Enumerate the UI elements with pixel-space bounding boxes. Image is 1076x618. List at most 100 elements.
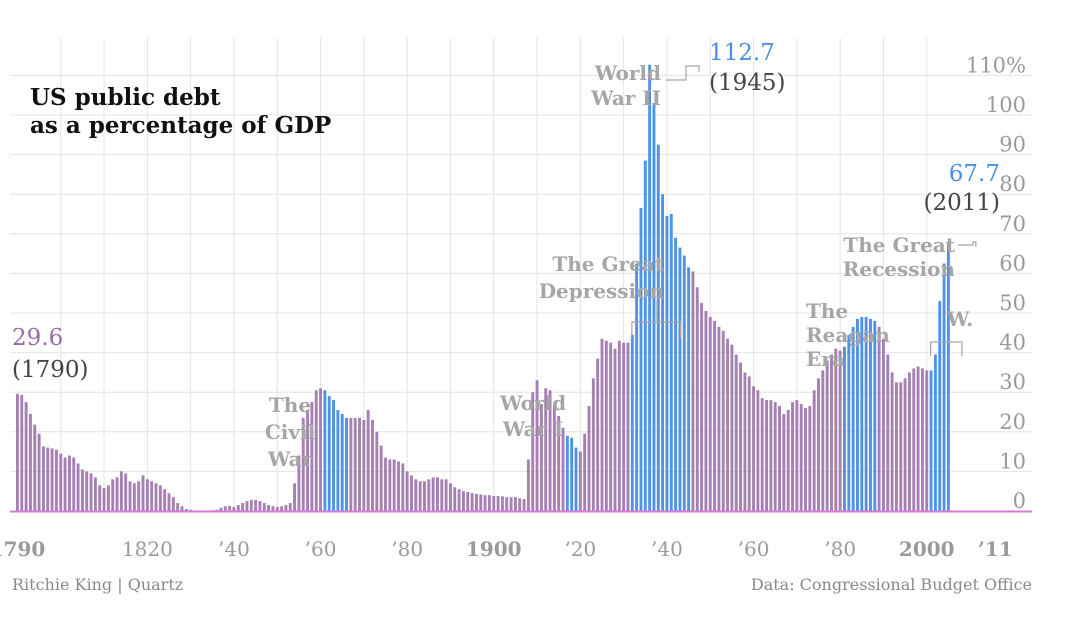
bar-1829 xyxy=(184,509,188,511)
annotation-great-depression: The Great xyxy=(552,252,664,276)
bar-1941 xyxy=(669,214,673,511)
annotation-reagan: Era xyxy=(806,347,845,371)
y-tick-label: 10 xyxy=(999,449,1026,473)
y-tick-label: 70 xyxy=(999,212,1026,236)
bar-1948 xyxy=(700,303,704,511)
bar-1812 xyxy=(111,479,115,511)
x-tick-label: ’60 xyxy=(738,537,770,561)
bar-1892 xyxy=(457,489,461,511)
bar-1888 xyxy=(440,479,444,511)
chart-title-line-1: US public debt xyxy=(30,84,221,111)
bar-1963 xyxy=(765,400,768,511)
bar-1991 xyxy=(886,354,890,511)
bar-1870 xyxy=(362,419,366,511)
bar-1840 xyxy=(232,507,236,511)
bar-1871 xyxy=(366,410,370,511)
bar-1990 xyxy=(882,338,885,511)
bar-1791 xyxy=(20,394,24,511)
bar-1848 xyxy=(267,505,271,511)
bar-1797 xyxy=(46,447,50,511)
bar-1862 xyxy=(327,396,331,511)
bar-1978 xyxy=(830,354,833,511)
bar-1825 xyxy=(167,493,171,511)
bar-1959 xyxy=(747,376,751,511)
bar-1927 xyxy=(609,342,613,511)
bar-1934 xyxy=(639,208,643,511)
x-tick-label: ’20 xyxy=(564,537,596,561)
bar-1872 xyxy=(371,419,374,511)
bar-1940 xyxy=(665,215,669,512)
bar-1918 xyxy=(570,437,574,511)
bar-1816 xyxy=(128,481,132,511)
bracket-great-recession xyxy=(958,241,977,247)
bar-1841 xyxy=(236,505,240,511)
bar-1858 xyxy=(310,402,314,511)
bar-1896 xyxy=(474,493,478,511)
bar-1882 xyxy=(414,479,418,511)
y-tick-label: 60 xyxy=(999,251,1026,275)
bar-1817 xyxy=(132,483,136,511)
bar-1790 xyxy=(16,393,19,511)
bar-1939 xyxy=(661,194,665,511)
bar-1854 xyxy=(293,483,297,511)
y-tick-label: 110% xyxy=(966,53,1026,77)
bar-1795 xyxy=(37,433,41,511)
bracket-great-depression xyxy=(631,321,682,338)
bar-1874 xyxy=(379,445,383,511)
bar-2005 xyxy=(946,242,950,511)
bar-1972 xyxy=(804,408,807,511)
x-tick-label: ’11 xyxy=(978,537,1013,561)
bar-1999 xyxy=(920,368,924,511)
bar-1924 xyxy=(596,358,600,511)
bar-1912 xyxy=(544,388,548,511)
bar-1864 xyxy=(336,410,340,511)
bar-2004 xyxy=(942,263,946,511)
bar-1983 xyxy=(851,326,855,511)
annotation-reagan: The xyxy=(806,299,848,323)
bar-1809 xyxy=(98,485,102,511)
bar-1889 xyxy=(444,479,448,511)
x-tick-label: ’80 xyxy=(391,537,423,561)
bar-1967 xyxy=(782,413,786,511)
bar-2000 xyxy=(925,370,929,511)
bar-1953 xyxy=(721,330,725,511)
bar-1981 xyxy=(843,346,846,511)
bar-1826 xyxy=(171,497,175,511)
bar-1859 xyxy=(314,390,318,511)
bar-1992 xyxy=(890,372,894,511)
bar-1798 xyxy=(50,448,54,511)
bar-1891 xyxy=(453,487,457,511)
bar-1986 xyxy=(864,316,868,511)
bar-1837 xyxy=(219,507,223,511)
y-tick-label: 50 xyxy=(999,291,1026,315)
bar-1898 xyxy=(483,495,487,511)
bar-1810 xyxy=(102,488,106,511)
bar-1824 xyxy=(163,489,167,511)
bar-1930 xyxy=(622,342,626,511)
annotation-ww1: War I xyxy=(502,417,564,441)
bar-1863 xyxy=(332,400,335,511)
bar-1856 xyxy=(301,417,305,511)
callout-year-value-2011: (2011) xyxy=(924,190,1000,216)
y-tick-label: 40 xyxy=(999,331,1026,355)
bar-1987 xyxy=(869,318,872,511)
bar-1895 xyxy=(470,493,474,511)
annotation-ww1: World xyxy=(499,391,566,415)
callout-year-peak-1945: (1945) xyxy=(709,70,785,96)
bar-1973 xyxy=(808,406,812,511)
bar-2003 xyxy=(938,301,942,511)
bar-1902 xyxy=(500,496,504,511)
bar-1823 xyxy=(158,485,162,511)
x-tick-label: ’40 xyxy=(218,537,250,561)
bar-1855 xyxy=(297,455,301,511)
bar-1977 xyxy=(825,360,829,511)
bar-1974 xyxy=(812,390,816,511)
bar-1943 xyxy=(678,247,682,511)
bar-1803 xyxy=(72,457,76,511)
bar-1811 xyxy=(106,485,110,511)
bar-1962 xyxy=(760,398,764,511)
bar-1887 xyxy=(436,477,439,511)
bar-1968 xyxy=(786,410,790,511)
bar-1852 xyxy=(284,505,288,511)
